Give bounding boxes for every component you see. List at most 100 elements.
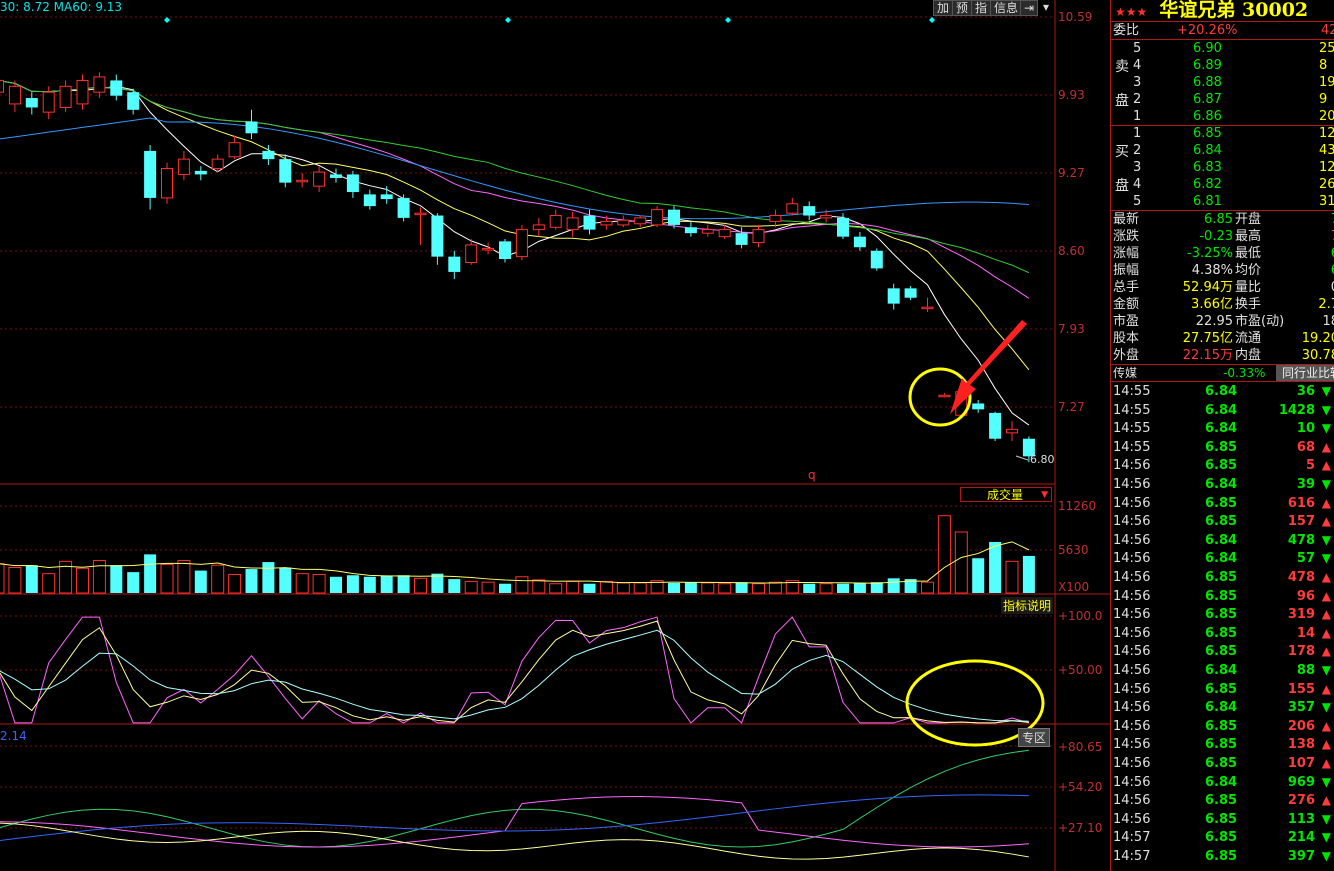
volume-bar (380, 576, 393, 593)
tick-row[interactable]: 14:56 6.85 319 ▲ (1111, 606, 1334, 623)
volume-bar (837, 583, 849, 593)
volume-bar (549, 583, 563, 594)
peer-compare-button[interactable]: 同行业比较 (1276, 365, 1334, 381)
sell-level-row[interactable]: 5 6.90 25 (1111, 40, 1334, 57)
candle-body (887, 288, 900, 304)
tick-row[interactable]: 14:56 6.85 96 ▲ (1111, 588, 1334, 605)
tick-row[interactable]: 14:55 6.84 1428 ▼ (1111, 402, 1334, 419)
tick-row[interactable]: 14:56 6.85 276 ▲ (1111, 792, 1334, 809)
rating-stars: ★★★ (1115, 5, 1148, 19)
tick-row[interactable]: 14:56 6.84 969 ▼ (1111, 774, 1334, 791)
volume-bar (363, 576, 376, 593)
tick-row[interactable]: 14:56 6.85 155 ▲ (1111, 681, 1334, 698)
indicator-help-button[interactable]: 指标说明 (1001, 597, 1054, 614)
buy-level-row[interactable]: 4 6.82 26 (1111, 176, 1334, 193)
candle-body (989, 412, 1002, 439)
tick-price: 6.85 (1205, 718, 1238, 734)
volume-bar (583, 583, 596, 593)
stat-row: 市盈 22.95 市盈(动) 18 (1111, 313, 1334, 330)
sell-level: 2 (1133, 92, 1142, 107)
tick-row[interactable]: 14:55 6.84 36 ▼ (1111, 383, 1334, 400)
volume-bar (989, 542, 1002, 593)
buy-price: 6.82 (1193, 177, 1222, 192)
tick-row[interactable]: 14:56 6.85 113 ▼ (1111, 811, 1334, 828)
tick-volume: 397 (1287, 849, 1315, 864)
volume-bar (177, 560, 191, 594)
tick-row[interactable]: 14:56 6.85 14 ▲ (1111, 625, 1334, 642)
candle-body (1022, 438, 1035, 457)
tick-row[interactable]: 14:56 6.84 39 ▼ (1111, 476, 1334, 493)
volume-bar (921, 581, 934, 594)
candle-body (482, 247, 495, 251)
sell-level-row[interactable]: 3 6.88 19 (1111, 74, 1334, 91)
candle-body (76, 79, 89, 105)
tick-price: 6.85 (1205, 588, 1238, 604)
volume-bar (92, 560, 106, 594)
sell-level-row[interactable]: 2 6.87 9 (1111, 91, 1334, 108)
tick-row[interactable]: 14:56 6.85 478 ▲ (1111, 569, 1334, 586)
tick-row[interactable]: 14:56 6.85 138 ▲ (1111, 736, 1334, 753)
tick-row[interactable]: 14:56 6.85 5 ▲ (1111, 457, 1334, 474)
sector-name[interactable]: 传媒 (1113, 366, 1138, 380)
chevron-down-icon[interactable]: ▾ (1043, 0, 1050, 14)
arrow-down-icon: ▼ (1321, 663, 1331, 677)
buy-level-row[interactable]: 5 6.81 31 (1111, 193, 1334, 210)
volume-selector[interactable]: 成交量 ▼ (960, 487, 1052, 502)
sell-level-row[interactable]: 1 6.86 20 (1111, 108, 1334, 125)
indicator-button[interactable]: 指 (971, 0, 992, 16)
buy-level-row[interactable]: 2 6.84 43 (1111, 142, 1334, 159)
candle-body (668, 209, 680, 225)
tick-price: 6.85 (1205, 570, 1238, 585)
stat-value: 3.66亿 (1191, 297, 1233, 312)
price-tick: 10.59 (1058, 10, 1093, 24)
tick-time: 14:56 (1113, 737, 1151, 753)
arrow-up-icon: ▲ (1321, 458, 1331, 473)
tick-row[interactable]: 14:56 6.85 107 ▲ (1111, 755, 1334, 772)
volume-bar (160, 563, 174, 594)
tick-row[interactable]: 14:56 6.85 178 ▲ (1111, 643, 1334, 660)
stat-label: 最低 (1235, 246, 1262, 261)
indicator2-tick: +27.10 (1058, 821, 1103, 835)
sell-label: 盘 (1115, 93, 1129, 109)
volume-bar (735, 582, 748, 593)
buy-level-row[interactable]: 3 6.83 12 (1111, 159, 1334, 176)
stock-chart-area[interactable] (0, 0, 1110, 871)
tick-row[interactable]: 14:56 6.84 478 ▼ (1111, 532, 1334, 549)
candle-body (634, 217, 647, 225)
volume-bar (8, 567, 22, 594)
expand-icon[interactable]: ⇥ (1020, 0, 1039, 16)
volume-bar (42, 573, 56, 594)
tick-row[interactable]: 14:56 6.84 357 ▼ (1111, 699, 1334, 716)
stat-label: 最高 (1235, 229, 1262, 244)
chevron-down-icon[interactable]: ▼ (1041, 490, 1048, 500)
buy-level: 4 (1133, 177, 1142, 192)
tick-row[interactable]: 14:56 6.84 88 ▼ (1111, 662, 1334, 679)
info-button[interactable]: 信息 (990, 0, 1023, 16)
stat-label: 市盈(动) (1235, 314, 1285, 329)
event-markers[interactable] (164, 17, 935, 23)
tick-volume: 616 (1287, 495, 1315, 511)
alert-button[interactable]: 预 (952, 0, 973, 16)
tick-row[interactable]: 14:57 6.85 397 ▼ (1111, 848, 1334, 865)
sell-level-row[interactable]: 4 6.89 8 (1111, 57, 1334, 74)
volume-bar (144, 554, 157, 593)
stat-row: 最新 6.85 开盘 7 (1111, 211, 1334, 228)
sell-volume: 19 (1319, 75, 1334, 90)
zone-button[interactable]: 专区 (1018, 728, 1051, 747)
annotation-arrow (950, 320, 1027, 414)
tick-row[interactable]: 14:56 6.85 616 ▲ (1111, 495, 1334, 512)
stat-label: 最新 (1113, 212, 1140, 227)
indicator-d-line (0, 629, 1029, 722)
tick-row[interactable]: 14:55 6.84 10 ▼ (1111, 420, 1334, 437)
buy-level-row[interactable]: 1 6.85 12 (1111, 125, 1334, 142)
arrow-up-icon: ▲ (1321, 514, 1331, 529)
candle-body (279, 159, 292, 183)
tick-row[interactable]: 14:55 6.85 68 ▲ (1111, 439, 1334, 456)
tick-row[interactable]: 14:56 6.84 57 ▼ (1111, 550, 1334, 567)
tick-row[interactable]: 14:56 6.85 206 ▲ (1111, 718, 1334, 735)
tick-row[interactable]: 14:57 6.85 214 ▼ (1111, 829, 1334, 846)
tick-row[interactable]: 14:56 6.85 157 ▲ (1111, 513, 1334, 530)
add-button[interactable]: 加 (933, 0, 954, 16)
volume-bar (448, 579, 461, 593)
buy-level: 3 (1133, 160, 1142, 175)
